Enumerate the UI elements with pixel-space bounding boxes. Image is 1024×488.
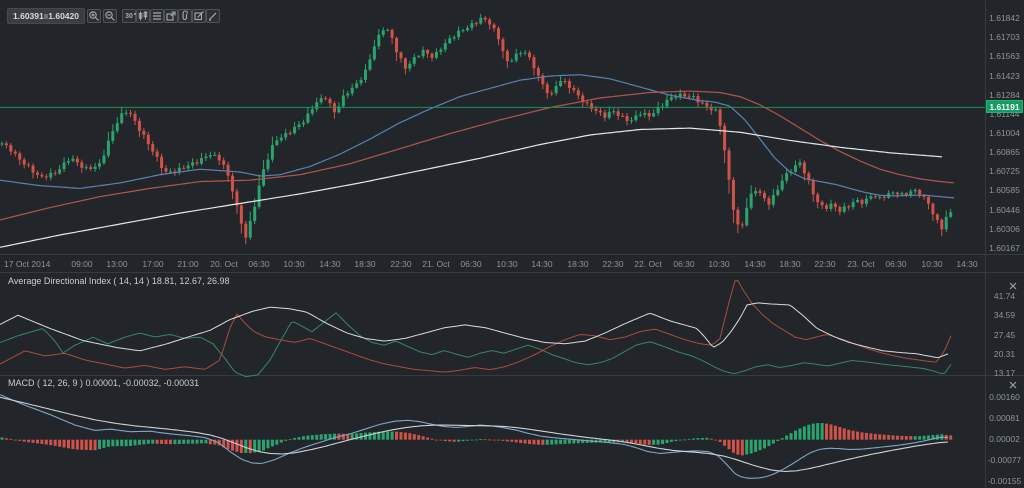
pencil-icon	[209, 12, 217, 21]
draw-button[interactable]	[206, 9, 220, 23]
list-icon	[153, 12, 161, 20]
timeframe-30m-button[interactable]: 30	[122, 9, 136, 23]
macd-axis-label: -0.00077	[987, 455, 1022, 466]
time-axis-label: 10:30	[921, 259, 943, 269]
time-axis-label: 21. Oct	[422, 259, 450, 269]
price-axis-label: 1.61563	[989, 51, 1020, 62]
time-axis-label: 09:00	[71, 259, 93, 269]
price-axis-label: 1.60167	[989, 242, 1020, 253]
edit-annotations-button[interactable]	[192, 9, 206, 23]
quote-chip[interactable]: 1.60391 1.60420	[7, 8, 85, 24]
price-axis-label: 1.60306	[989, 223, 1020, 234]
adx-axis-label: 20.31	[993, 348, 1016, 359]
time-axis-label: 06:30	[460, 259, 482, 269]
price-axis-label: 1.60446	[989, 204, 1020, 215]
macd-axis-label: 0.00002	[989, 434, 1020, 445]
adx-axis-label: 34.59	[993, 310, 1016, 321]
popout-icon	[166, 11, 176, 21]
adx-axis-label: 13.17	[993, 368, 1016, 378]
time-axis-label: 06:30	[248, 259, 270, 269]
price-axis-label: 1.61703	[989, 32, 1020, 43]
time-axis-label: 06:30	[673, 259, 695, 269]
time-axis-label: 18:30	[354, 259, 376, 269]
time-axis-label: 22:30	[390, 259, 412, 269]
adx-panel-title: Average Directional Index ( 14, 14 ) 18.…	[8, 276, 230, 286]
time-axis-label: 23. Oct	[847, 259, 875, 269]
price-axis-label: 1.61144	[989, 108, 1020, 119]
close-icon	[1009, 381, 1017, 389]
time-axis-label: 14:30	[956, 259, 978, 269]
time-axis-label: 14:30	[531, 259, 553, 269]
time-axis-label: 21:00	[177, 259, 199, 269]
time-axis-label: 10:30	[708, 259, 730, 269]
adx-axis-label: 27.45	[993, 329, 1016, 340]
popout-button[interactable]	[164, 9, 178, 23]
zoom-out-button[interactable]	[103, 9, 117, 23]
time-axis-label: 14:30	[744, 259, 766, 269]
time-axis-label: 13:00	[106, 259, 128, 269]
timeframe-30m-icon: 30	[125, 12, 133, 20]
price-axis-label: 1.61423	[989, 70, 1020, 81]
price-axis-label: 1.60865	[989, 147, 1020, 158]
chart-type-button[interactable]	[136, 9, 150, 23]
time-axis-label: 18:30	[779, 259, 801, 269]
attach-button[interactable]	[178, 9, 192, 23]
macd-panel-title: MACD ( 12, 26, 9 ) 0.00001, -0.00032, -0…	[8, 378, 200, 388]
current-price-tag: 1.61191	[986, 100, 1023, 114]
spread-indicator	[43, 13, 49, 19]
close-icon	[1009, 282, 1017, 290]
price-axis-label: 1.60725	[989, 166, 1020, 177]
price-axis-label: 1.61842	[989, 13, 1020, 24]
time-axis-label: 20. Oct	[210, 259, 238, 269]
ask-price[interactable]: 1.60420	[48, 11, 79, 21]
indicators-button[interactable]	[150, 9, 164, 23]
macd-close-button[interactable]	[1007, 379, 1019, 391]
time-axis-label: 10:30	[283, 259, 305, 269]
time-axis-label: 06:30	[885, 259, 907, 269]
adx-axis-label: 41.74	[993, 290, 1016, 301]
time-axis-label: 22:30	[602, 259, 624, 269]
time-axis-label: 14:30	[319, 259, 341, 269]
price-axis-label: 1.61284	[989, 89, 1020, 100]
candlestick-icon	[138, 11, 148, 21]
time-axis-label: 17:00	[142, 259, 164, 269]
time-axis-label: 10:30	[496, 259, 518, 269]
edit-box-icon	[194, 11, 204, 21]
time-axis-label: 22. Oct	[634, 259, 662, 269]
macd-axis-label: 0.00160	[989, 392, 1020, 403]
adx-close-button[interactable]	[1007, 280, 1019, 292]
time-axis-label: 17 Oct 2014	[4, 259, 51, 269]
zoom-out-icon	[105, 11, 115, 21]
price-axis[interactable]	[985, 0, 1024, 488]
zoom-in-button[interactable]	[87, 9, 101, 23]
macd-axis-label: -0.00155	[987, 475, 1022, 486]
time-axis-label: 18:30	[567, 259, 589, 269]
bid-price[interactable]: 1.60391	[13, 11, 44, 21]
chart-toolbar: 1.60391 1.60420 30	[0, 0, 1024, 30]
time-axis-label: 22:30	[814, 259, 836, 269]
macd-axis-label: 0.00081	[989, 413, 1020, 424]
zoom-in-icon	[89, 11, 99, 21]
price-axis-label: 1.60585	[989, 185, 1020, 196]
price-axis-label: 1.61004	[989, 128, 1020, 139]
paperclip-icon	[182, 10, 189, 20]
